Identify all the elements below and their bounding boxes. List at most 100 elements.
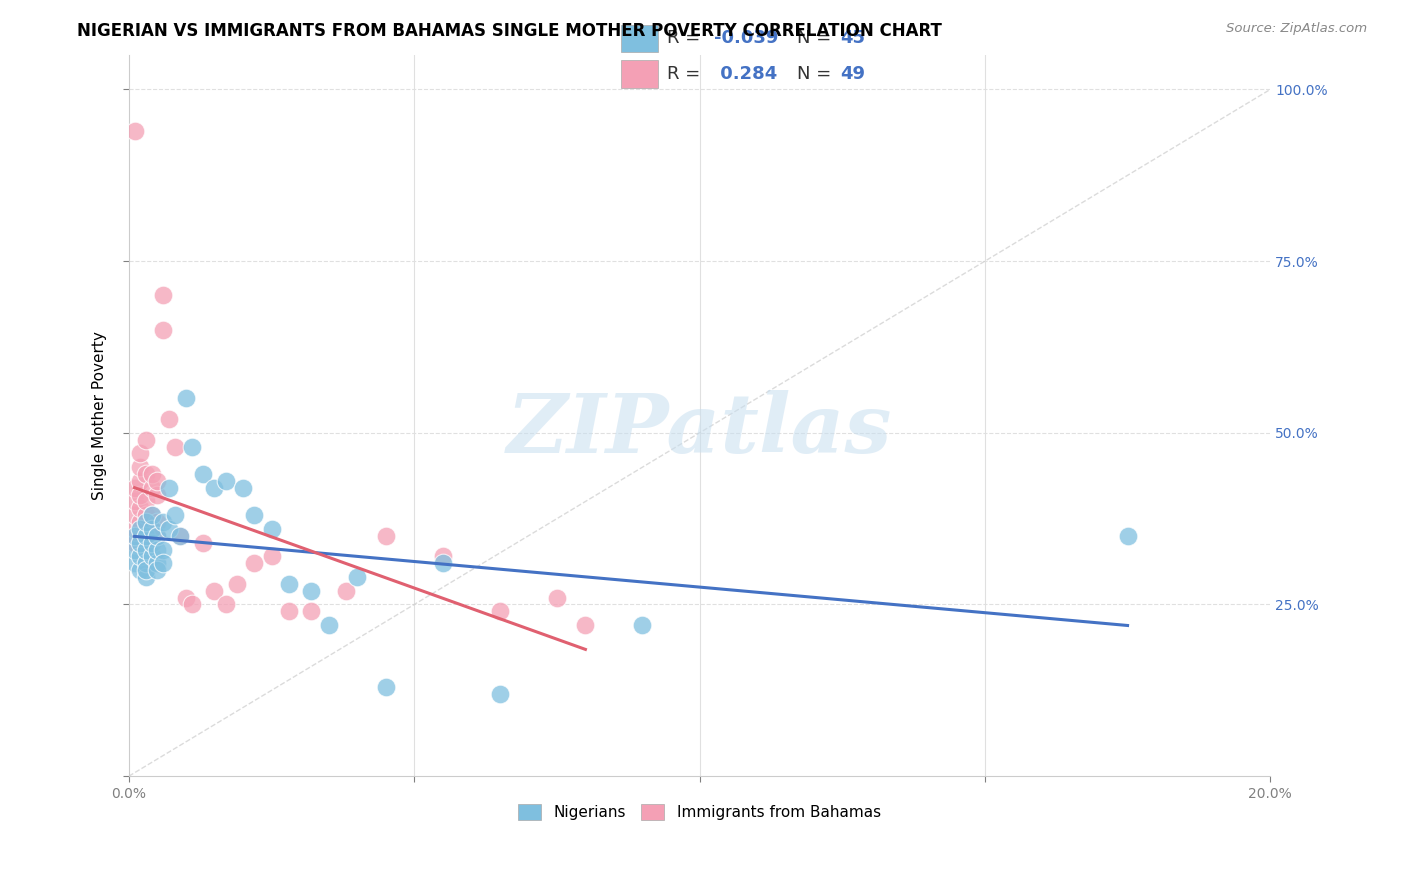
- Point: [152, 288, 174, 302]
- Text: 45: 45: [841, 29, 866, 47]
- Y-axis label: Single Mother Poverty: Single Mother Poverty: [93, 331, 107, 500]
- Point: [301, 583, 323, 598]
- Text: R =: R =: [668, 65, 706, 83]
- Point: [124, 522, 146, 536]
- Point: [204, 481, 226, 495]
- Point: [124, 535, 146, 549]
- Point: [215, 474, 238, 488]
- Point: [204, 583, 226, 598]
- Point: [157, 412, 180, 426]
- Point: [277, 577, 299, 591]
- Point: [146, 563, 169, 577]
- Point: [124, 481, 146, 495]
- Point: [135, 494, 157, 508]
- Point: [129, 488, 152, 502]
- Point: [152, 542, 174, 557]
- Point: [146, 542, 169, 557]
- Point: [152, 556, 174, 570]
- Point: [163, 508, 186, 523]
- Point: [141, 508, 163, 523]
- Point: [129, 446, 152, 460]
- Point: [374, 680, 396, 694]
- Text: Source: ZipAtlas.com: Source: ZipAtlas.com: [1226, 22, 1367, 36]
- Point: [260, 522, 283, 536]
- Point: [232, 481, 254, 495]
- Point: [169, 529, 191, 543]
- Point: [141, 549, 163, 564]
- Text: 0.284: 0.284: [714, 65, 778, 83]
- Point: [129, 522, 152, 536]
- Point: [135, 508, 157, 523]
- Point: [374, 529, 396, 543]
- Point: [141, 522, 163, 536]
- Text: N =: N =: [797, 65, 837, 83]
- Point: [129, 529, 152, 543]
- Point: [141, 508, 163, 523]
- Point: [129, 549, 152, 564]
- Point: [135, 535, 157, 549]
- Point: [152, 515, 174, 529]
- Point: [146, 529, 169, 543]
- Point: [141, 467, 163, 481]
- Point: [574, 618, 596, 632]
- Text: ZIPatlas: ZIPatlas: [506, 390, 893, 470]
- Point: [135, 515, 157, 529]
- Point: [124, 529, 146, 543]
- Point: [174, 392, 197, 406]
- Point: [146, 556, 169, 570]
- Point: [174, 591, 197, 605]
- Point: [157, 522, 180, 536]
- Point: [180, 440, 202, 454]
- Point: [191, 467, 214, 481]
- Point: [488, 604, 510, 618]
- Point: [152, 323, 174, 337]
- Point: [488, 687, 510, 701]
- Point: [129, 535, 152, 549]
- Point: [163, 440, 186, 454]
- Point: [631, 618, 654, 632]
- Point: [432, 556, 454, 570]
- Point: [124, 123, 146, 137]
- Point: [301, 604, 323, 618]
- Point: [135, 522, 157, 536]
- Point: [141, 529, 163, 543]
- Point: [141, 535, 163, 549]
- Text: 49: 49: [841, 65, 866, 83]
- Point: [1116, 529, 1139, 543]
- Point: [135, 556, 157, 570]
- Point: [243, 556, 266, 570]
- Point: [146, 529, 169, 543]
- Text: -0.039: -0.039: [714, 29, 778, 47]
- Point: [135, 542, 157, 557]
- Point: [141, 481, 163, 495]
- Point: [129, 515, 152, 529]
- Text: NIGERIAN VS IMMIGRANTS FROM BAHAMAS SINGLE MOTHER POVERTY CORRELATION CHART: NIGERIAN VS IMMIGRANTS FROM BAHAMAS SING…: [77, 22, 942, 40]
- Point: [129, 563, 152, 577]
- Point: [124, 556, 146, 570]
- Point: [546, 591, 568, 605]
- FancyBboxPatch shape: [621, 61, 658, 87]
- Point: [135, 570, 157, 584]
- Legend: Nigerians, Immigrants from Bahamas: Nigerians, Immigrants from Bahamas: [512, 798, 887, 826]
- Point: [191, 535, 214, 549]
- Point: [432, 549, 454, 564]
- Point: [277, 604, 299, 618]
- Point: [124, 508, 146, 523]
- Text: R =: R =: [668, 29, 706, 47]
- Point: [135, 563, 157, 577]
- Point: [318, 618, 340, 632]
- FancyBboxPatch shape: [621, 25, 658, 52]
- Point: [129, 501, 152, 516]
- Point: [260, 549, 283, 564]
- Point: [129, 460, 152, 475]
- Point: [141, 522, 163, 536]
- Point: [243, 508, 266, 523]
- Point: [146, 474, 169, 488]
- Point: [180, 598, 202, 612]
- Point: [129, 474, 152, 488]
- Point: [169, 529, 191, 543]
- Point: [124, 494, 146, 508]
- Point: [215, 598, 238, 612]
- Point: [135, 529, 157, 543]
- Point: [226, 577, 249, 591]
